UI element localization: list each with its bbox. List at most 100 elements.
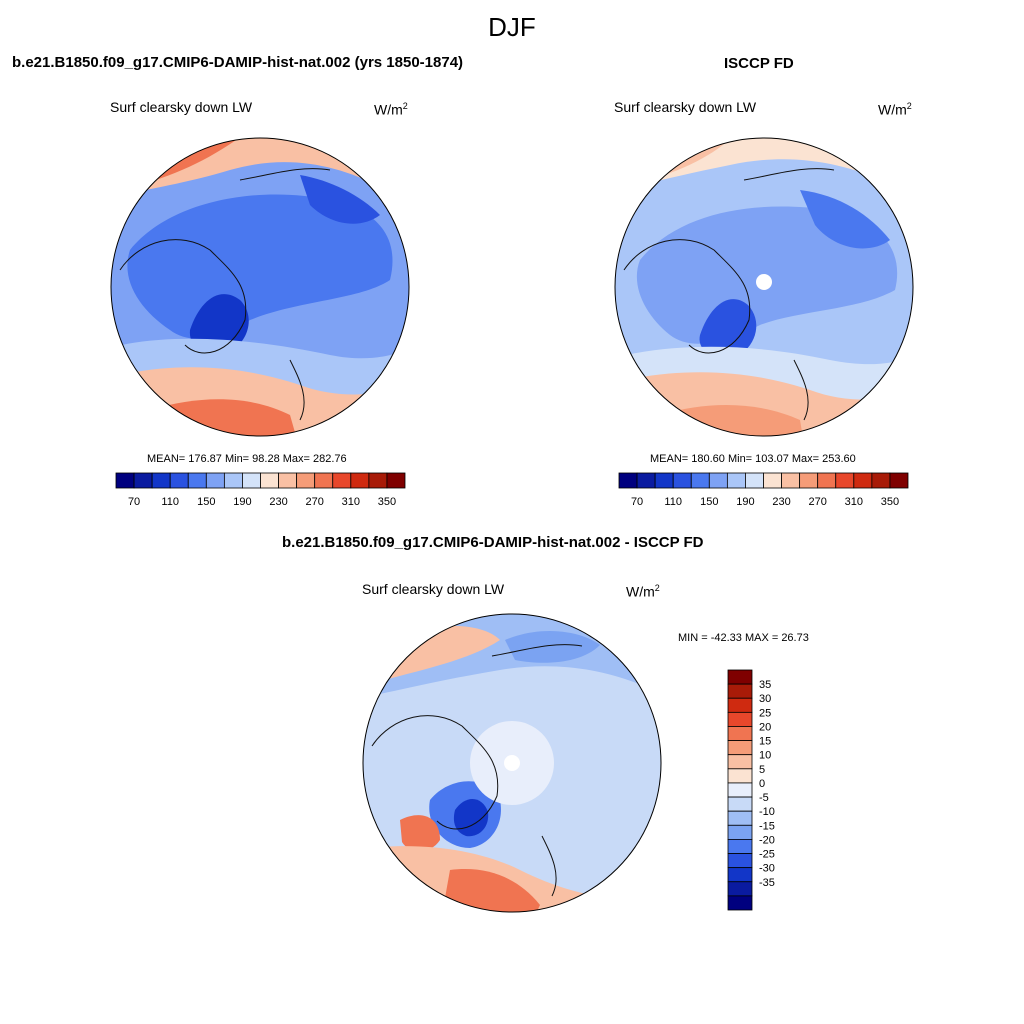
colorbar-tick-label: 70	[631, 496, 643, 508]
colorbar-swatch	[727, 839, 753, 854]
colorbar-swatch	[727, 740, 753, 756]
map-field-cold-siberia	[300, 175, 380, 224]
coastlines	[119, 168, 331, 421]
map-field-cold-arctic	[127, 194, 393, 339]
obs-stats: MEAN= 180.60 Min= 103.07 Max= 253.60	[650, 453, 856, 465]
colorbar-tick-label: 190	[233, 496, 251, 508]
colorbar-swatch	[636, 472, 656, 489]
model-variable-label: Surf clearsky down LW	[110, 99, 253, 115]
colorbar-tick-label: 350	[378, 496, 396, 508]
colorbar-tick-label: 150	[700, 496, 718, 508]
colorbar-tick-label: 10	[759, 750, 771, 762]
colorbar-swatch	[169, 472, 189, 489]
colorbar-swatch	[727, 881, 753, 897]
diff-colorbar: 35 30 25 20 15 10 5 0 -5 -10 -15 -20 -25 -30 -35	[727, 669, 775, 911]
coastlines	[623, 168, 835, 421]
colorbar-swatch	[727, 867, 753, 883]
colorbar-tick-label: 230	[772, 496, 790, 508]
colorbar-swatch	[871, 472, 891, 489]
colorbar-swatch	[314, 472, 334, 489]
colorbar-swatch	[853, 472, 873, 489]
colorbar-tick-label: 30	[759, 693, 771, 705]
colorbar-tick-label: -5	[759, 792, 769, 804]
colorbar-tick-label: -15	[759, 820, 775, 832]
colorbar-tick-label: 350	[881, 496, 899, 508]
colorbar-swatch	[727, 895, 753, 911]
colorbar-swatch	[727, 810, 753, 826]
colorbar-tick-label: 25	[759, 707, 771, 719]
colorbar-swatch	[726, 472, 746, 489]
colorbar-swatch	[727, 754, 753, 770]
colorbar-tick-label: 230	[269, 496, 287, 508]
colorbar-tick-label: -30	[759, 863, 775, 875]
colorbar-swatch	[332, 472, 352, 489]
colorbar-swatch	[727, 697, 753, 713]
colorbar-tick-label: 310	[342, 496, 360, 508]
colorbar-tick-label: -10	[759, 806, 775, 818]
colorbar-tick-label: 35	[759, 679, 771, 691]
colorbar-swatch	[727, 782, 753, 798]
map-field-pos-labrador	[400, 815, 440, 852]
colorbar-swatch	[745, 472, 764, 489]
diff-panel-title: b.e21.B1850.f09_g17.CMIP6-DAMIP-hist-nat…	[282, 534, 704, 551]
colorbar-swatch	[727, 796, 753, 812]
diff-stats: MIN = -42.33 MAX = 26.73	[678, 632, 809, 644]
colorbar-swatch	[350, 472, 370, 489]
model-map-border	[110, 137, 410, 437]
colorbar-swatch	[133, 472, 153, 489]
colorbar-swatch	[187, 472, 207, 489]
colorbar-swatch	[727, 711, 753, 727]
colorbar-swatch	[763, 472, 782, 489]
obs-panel-title: ISCCP FD	[724, 55, 794, 72]
diff-polar-map	[363, 614, 661, 912]
map-field-warm-atlantic-core	[140, 399, 300, 436]
colorbar-swatch	[690, 472, 710, 489]
obs-colorbar: 70 110 150 190 230 270 310 350	[618, 472, 909, 508]
map-field-neg-siberia	[505, 630, 600, 663]
colorbar-tick-label: 110	[161, 496, 179, 508]
colorbar-swatch	[618, 472, 638, 489]
colorbar-swatch	[223, 472, 243, 489]
colorbar-tick-label: 20	[759, 721, 771, 733]
model-colorbar: 70 110 150 190 230 270 310 350	[115, 472, 406, 508]
pole-hole-marker	[756, 274, 772, 290]
colorbar-tick-label: -20	[759, 834, 775, 846]
colorbar-swatch	[799, 472, 819, 489]
map-field-cold-greenland	[699, 299, 757, 359]
diff-units-label: W/m2	[626, 583, 660, 600]
colorbar-swatch	[727, 853, 753, 869]
colorbar-tick-label: 270	[809, 496, 827, 508]
colorbar-tick-label: 150	[197, 496, 215, 508]
colorbar-tick-label: 110	[664, 496, 682, 508]
colorbar-tick-label: 190	[736, 496, 754, 508]
model-panel-title: b.e21.B1850.f09_g17.CMIP6-DAMIP-hist-nat…	[12, 54, 464, 71]
obs-variable-label: Surf clearsky down LW	[614, 99, 757, 115]
model-units-label: W/m2	[374, 101, 408, 118]
colorbar-tick-label: 70	[128, 496, 140, 508]
model-polar-map	[111, 138, 409, 436]
pole-hole-marker	[504, 755, 520, 771]
colorbar-swatch	[151, 472, 171, 489]
colorbar-swatch	[242, 472, 261, 489]
colorbar-tick-label: 0	[759, 778, 765, 790]
colorbar-tick-label: 310	[845, 496, 863, 508]
diff-variable-label: Surf clearsky down LW	[362, 581, 505, 597]
colorbar-tick-label: 270	[306, 496, 324, 508]
obs-polar-map	[615, 138, 913, 436]
colorbar-tick-label: -35	[759, 877, 775, 889]
colorbar-swatch	[835, 472, 855, 489]
colorbar-swatch	[386, 472, 406, 489]
model-stats: MEAN= 176.87 Min= 98.28 Max= 282.76	[147, 453, 347, 465]
colorbar-tick-label: -25	[759, 849, 775, 861]
obs-units-label: W/m2	[878, 101, 912, 118]
colorbar-swatch	[115, 472, 135, 489]
obs-map-border	[614, 137, 914, 437]
colorbar-tick-label: 15	[759, 736, 771, 748]
colorbar-tick-label: 5	[759, 764, 765, 776]
colorbar-swatch	[260, 472, 279, 489]
colorbar-swatch	[205, 472, 225, 489]
colorbar-swatch	[708, 472, 728, 489]
colorbar-swatch	[672, 472, 692, 489]
coastlines	[371, 644, 583, 897]
